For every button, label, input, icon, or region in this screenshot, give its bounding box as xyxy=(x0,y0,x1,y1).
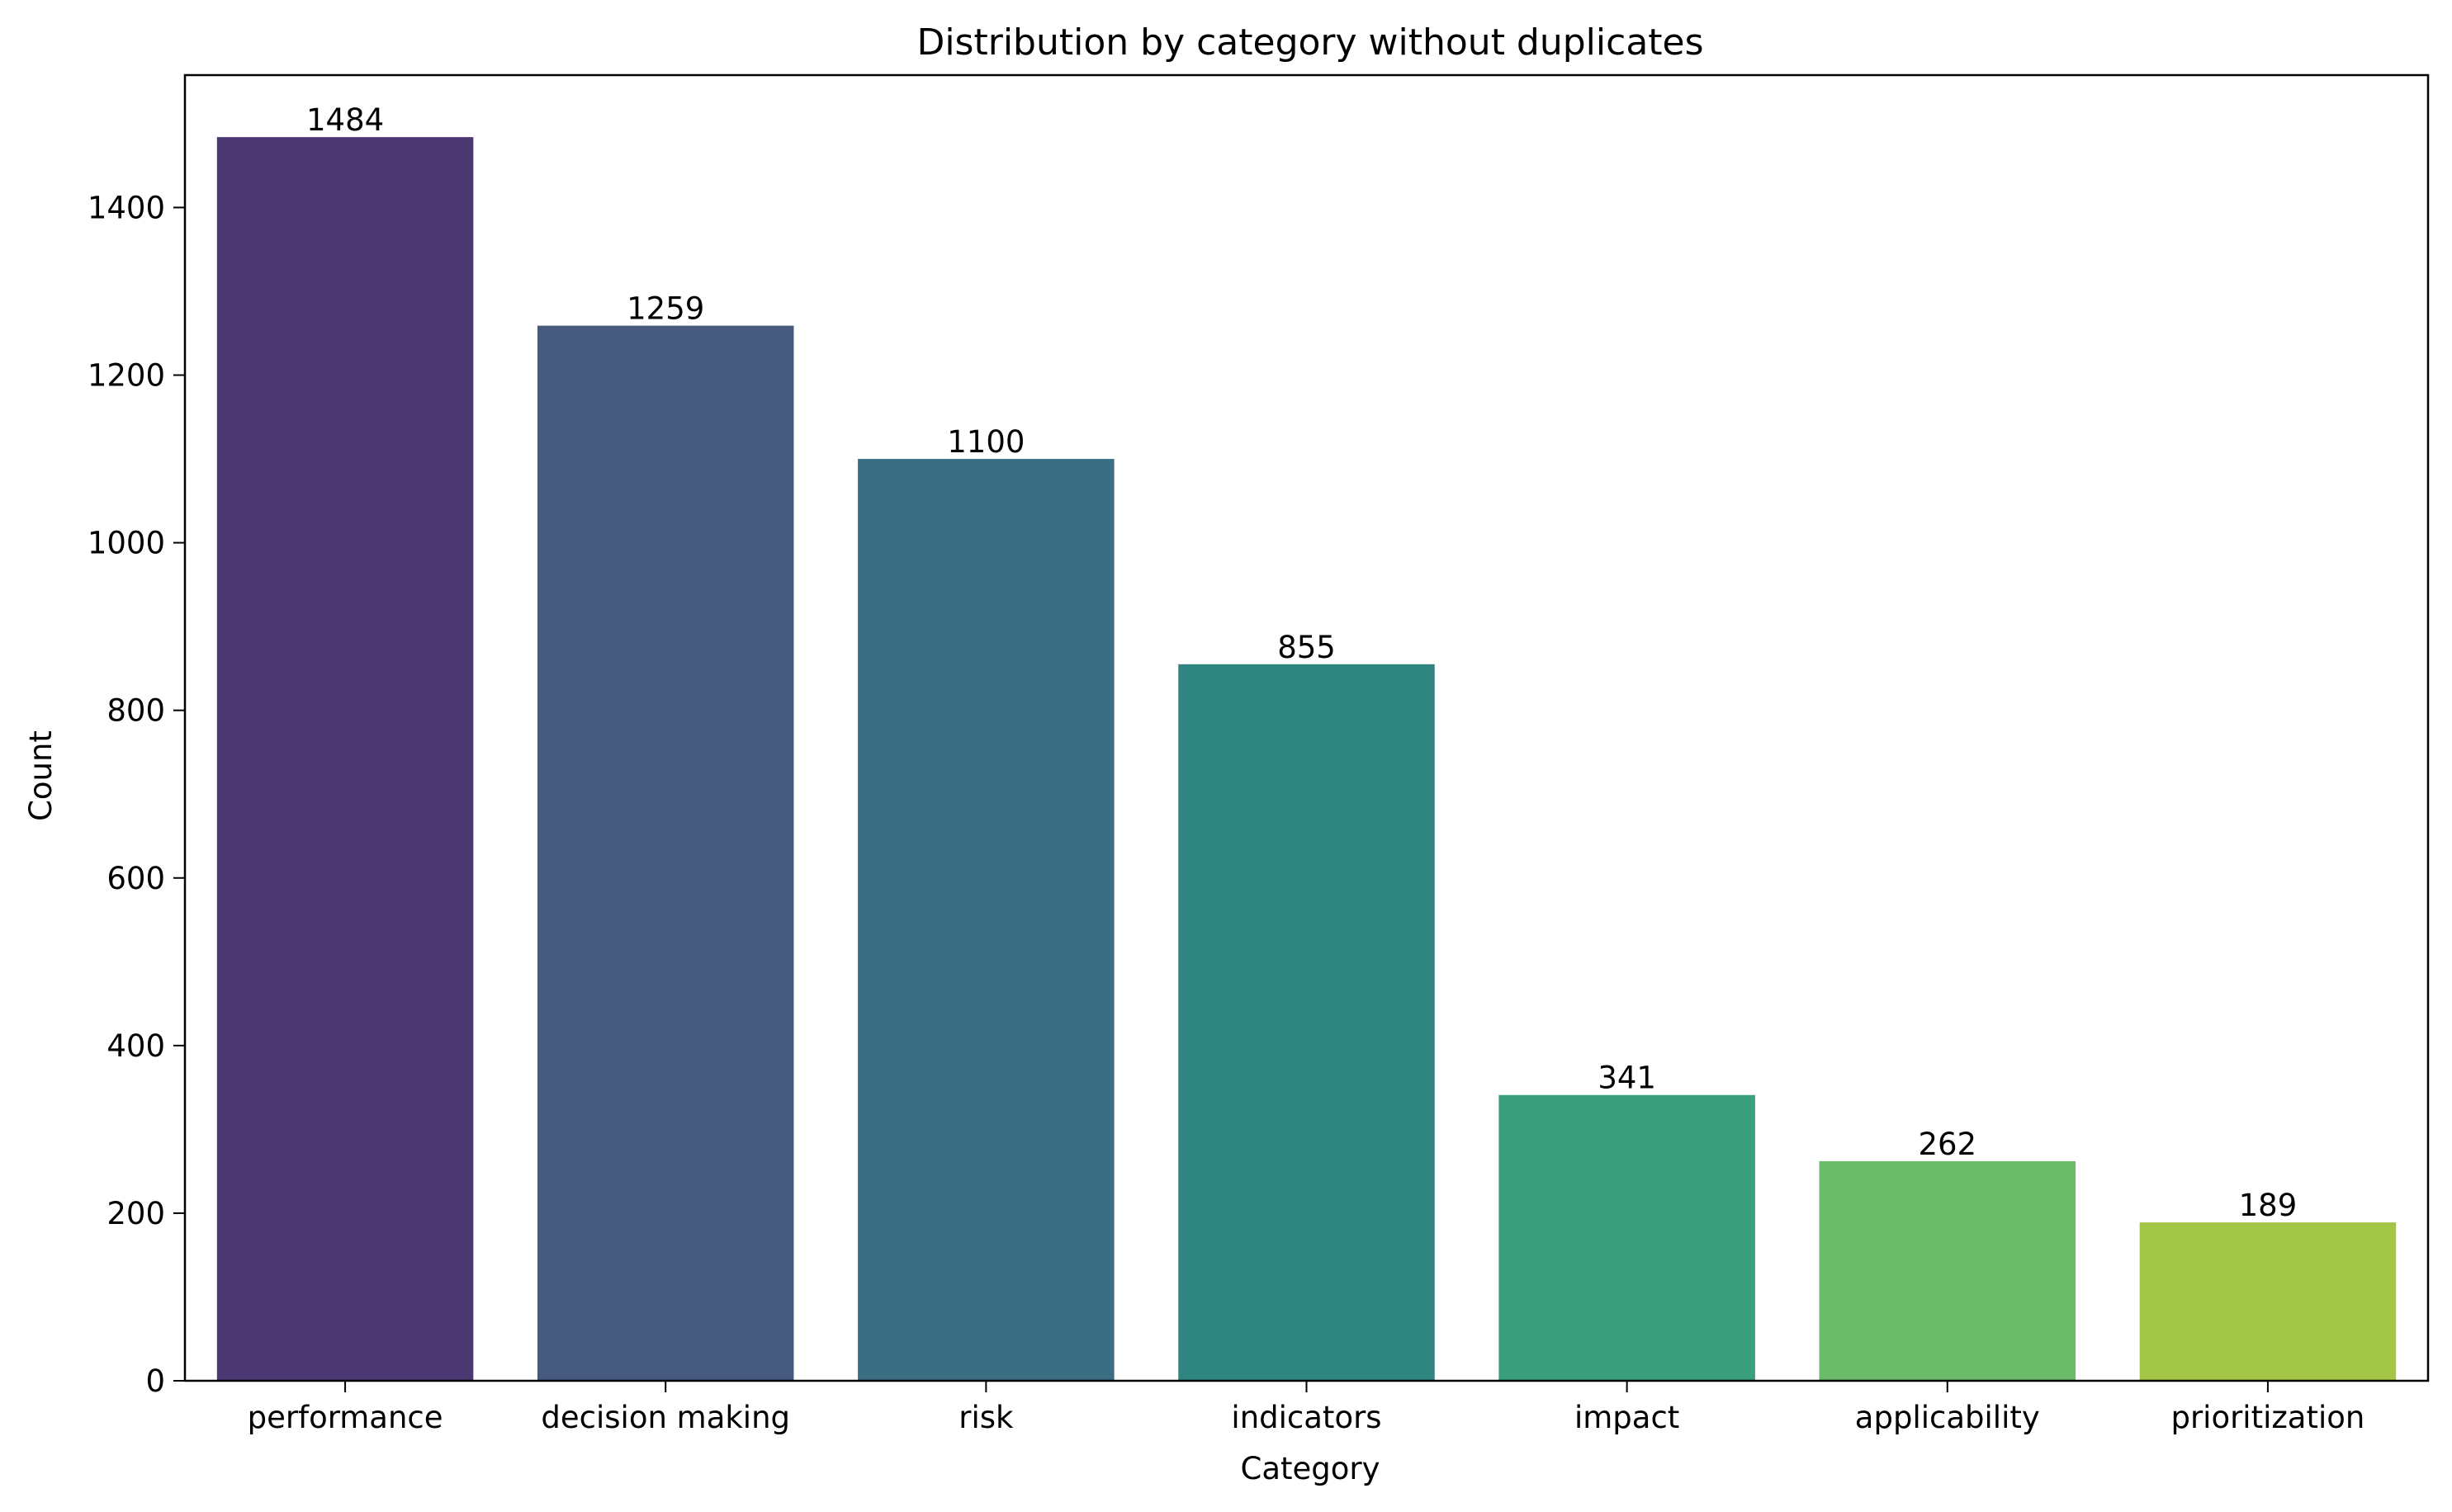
data-label: 855 xyxy=(1277,630,1336,665)
x-tick-label: decision making xyxy=(541,1400,790,1435)
data-label: 189 xyxy=(2239,1188,2298,1223)
bar-applicability xyxy=(1819,1160,2076,1381)
bar-risk xyxy=(858,459,1115,1381)
bar-performance xyxy=(216,137,474,1382)
plot-frame xyxy=(183,73,2430,1382)
data-label: 341 xyxy=(1598,1061,1656,1096)
x-tick-label: risk xyxy=(959,1400,1014,1435)
bar-prioritization xyxy=(2139,1222,2397,1381)
bar-impact xyxy=(1498,1094,1755,1381)
data-label: 1100 xyxy=(947,424,1025,460)
x-tick-label: indicators xyxy=(1231,1400,1381,1435)
bar-decision-making xyxy=(537,325,794,1381)
y-tick-label: 400 xyxy=(107,1028,165,1064)
x-axis-label: Category xyxy=(1240,1451,1380,1486)
y-tick-label: 1200 xyxy=(88,358,165,394)
y-tick-label: 1400 xyxy=(88,190,165,225)
y-tick-label: 600 xyxy=(107,861,165,896)
x-tick-label: impact xyxy=(1574,1400,1679,1435)
bars-group xyxy=(216,137,2397,1382)
data-label: 262 xyxy=(1918,1127,1976,1162)
data-label: 1484 xyxy=(306,102,384,138)
x-axis: performance decision making risk indicators… xyxy=(248,1381,2364,1435)
data-labels-group: 1484 1259 1100 855 341 262 189 xyxy=(306,102,2297,1223)
x-tick-label: prioritization xyxy=(2170,1400,2364,1435)
chart-title: Distribution by category without duplica… xyxy=(916,21,1703,64)
x-tick-label: performance xyxy=(248,1400,443,1435)
y-tick-label: 0 xyxy=(145,1363,165,1399)
x-tick-label: applicability xyxy=(1855,1400,2040,1435)
y-tick-label: 200 xyxy=(107,1196,165,1231)
y-axis-label: Count xyxy=(23,730,59,821)
y-axis: 0 200 400 600 800 1000 1200 1400 xyxy=(88,190,185,1399)
data-label: 1259 xyxy=(627,291,704,327)
y-tick-label: 800 xyxy=(107,693,165,729)
y-tick-label: 1000 xyxy=(88,526,165,561)
bar-indicators xyxy=(1178,664,1435,1381)
